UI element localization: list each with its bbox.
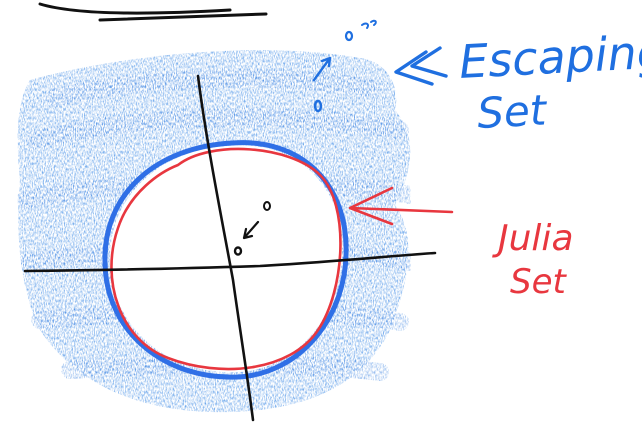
horizontal-axis bbox=[23, 251, 437, 273]
arrow-left-icon bbox=[348, 186, 454, 226]
orbit-point bbox=[233, 246, 243, 256]
orbit-point bbox=[361, 19, 377, 29]
julia-set-label-line2: Set bbox=[510, 262, 568, 302]
arrow-up-right-icon bbox=[312, 56, 332, 82]
escaping-set-boundary bbox=[102, 140, 349, 380]
orbit-point bbox=[344, 30, 354, 42]
top-underline-stroke bbox=[38, 2, 268, 22]
escaping-set-shading bbox=[16, 50, 419, 413]
vertical-axis bbox=[196, 74, 255, 422]
julia-set-curve bbox=[110, 147, 342, 371]
orbit-point bbox=[263, 201, 271, 211]
julia-set-label-line1: Julia bbox=[492, 218, 574, 259]
escaping-set-label-line2: Set bbox=[476, 85, 549, 138]
escaping-set-label-line1: Escaping bbox=[458, 24, 642, 89]
orbit-point bbox=[313, 99, 323, 113]
arrow-down-left-icon bbox=[242, 220, 260, 240]
double-chevron-arrow-icon bbox=[394, 46, 448, 86]
